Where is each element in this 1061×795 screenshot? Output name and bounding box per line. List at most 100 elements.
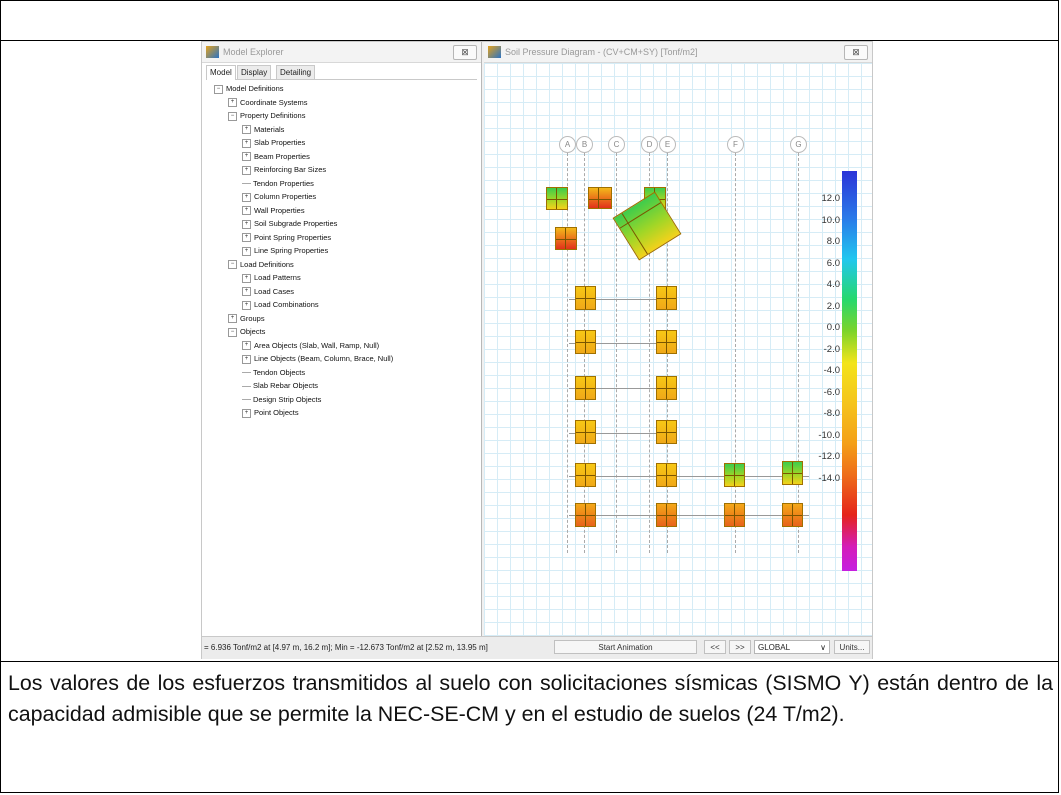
tree-node[interactable]: + Load Patterns	[242, 271, 301, 284]
footing[interactable]	[656, 503, 677, 527]
grid-bubble-e: E	[659, 136, 676, 153]
tree-node-label: Reinforcing Bar Sizes	[254, 165, 327, 174]
tree-node[interactable]: + Line Spring Properties	[242, 244, 328, 257]
tree-node[interactable]: + Groups	[228, 312, 265, 325]
plot-area[interactable]: A B C D E F G	[484, 63, 872, 636]
tree-node[interactable]: + Beam Properties	[242, 150, 310, 163]
expand-icon[interactable]: +	[228, 98, 237, 108]
tree-node-label: Line Objects (Beam, Column, Brace, Null)	[254, 354, 394, 363]
tree-node[interactable]: + Wall Properties	[242, 204, 305, 217]
tree-node-label: Model Definitions	[226, 84, 284, 93]
diagram-title: Soil Pressure Diagram - (CV+CM+SY) [Tonf…	[505, 47, 698, 57]
footing[interactable]	[555, 227, 577, 250]
footing[interactable]	[656, 420, 677, 444]
pressure-min-max-readout: = 6.936 Tonf/m2 at [4.97 m, 16.2 m]; Min…	[204, 643, 488, 652]
expand-icon[interactable]: +	[242, 341, 251, 351]
footing[interactable]	[656, 376, 677, 400]
tree-node-label: Line Spring Properties	[254, 246, 329, 255]
table-row-divider	[1, 40, 1058, 41]
footing[interactable]	[782, 503, 803, 527]
footing[interactable]	[588, 187, 612, 209]
expand-icon[interactable]: +	[228, 314, 237, 324]
expand-icon[interactable]: +	[242, 192, 251, 202]
footing[interactable]	[656, 286, 677, 310]
collapse-icon[interactable]: −	[228, 260, 237, 270]
close-button[interactable]: ⊠	[844, 45, 868, 60]
footing[interactable]	[575, 286, 596, 310]
tree-node[interactable]: + Coordinate Systems	[228, 96, 308, 109]
colorbar-tick-label: -2.0	[823, 343, 840, 355]
tree-node[interactable]: + Point Objects	[242, 406, 299, 419]
tree-node-label: Load Combinations	[254, 300, 319, 309]
table-row-divider	[1, 661, 1058, 662]
footing[interactable]	[782, 461, 803, 485]
footing[interactable]	[546, 187, 568, 210]
close-button[interactable]: ⊠	[453, 45, 477, 60]
grid-line-f	[735, 153, 736, 553]
tree-node[interactable]: + Reinforcing Bar Sizes	[242, 163, 326, 176]
footing[interactable]	[575, 503, 596, 527]
beam-line	[569, 343, 669, 344]
tab-model[interactable]: Model	[206, 65, 236, 80]
tree-node[interactable]: + Area Objects (Slab, Wall, Ramp, Null)	[242, 339, 379, 352]
expand-icon[interactable]: +	[242, 408, 251, 418]
tree-node[interactable]: + Column Properties	[242, 190, 316, 203]
footing[interactable]	[575, 330, 596, 354]
tree-node[interactable]: + Slab Properties	[242, 136, 305, 149]
expand-icon[interactable]: +	[242, 287, 251, 297]
expand-icon[interactable]: +	[242, 354, 251, 364]
previous-button[interactable]: <<	[704, 640, 726, 654]
tree-connector	[242, 372, 251, 374]
units-button[interactable]: Units...	[834, 640, 870, 654]
collapse-icon[interactable]: −	[228, 327, 237, 337]
colorbar-tick-label: 0.0	[826, 322, 840, 333]
tree-node[interactable]: − Objects	[228, 325, 265, 338]
footing[interactable]	[656, 330, 677, 354]
start-animation-button[interactable]: Start Animation	[554, 640, 697, 654]
expand-icon[interactable]: +	[242, 125, 251, 135]
collapse-icon[interactable]: −	[228, 111, 237, 121]
collapse-icon[interactable]: −	[214, 84, 223, 94]
tab-detailing[interactable]: Detailing	[276, 65, 316, 79]
next-button[interactable]: >>	[729, 640, 751, 654]
grid-bubble-g: G	[790, 136, 807, 153]
footing[interactable]	[575, 376, 596, 400]
expand-icon[interactable]: +	[242, 246, 251, 256]
tree-node[interactable]: + Point Spring Properties	[242, 231, 331, 244]
tree-connector	[242, 385, 251, 387]
tree-node[interactable]: − Model Definitions	[214, 82, 284, 95]
tree-node[interactable]: − Load Definitions	[228, 258, 294, 271]
tab-display[interactable]: Display	[237, 65, 272, 79]
expand-icon[interactable]: +	[242, 206, 251, 216]
tree-node[interactable]: Tendon Properties	[242, 177, 314, 190]
footing[interactable]	[575, 420, 596, 444]
expand-icon[interactable]: +	[242, 273, 251, 283]
model-explorer-panel: Model Explorer ⊠ Model Display Detailing…	[202, 42, 482, 636]
expand-icon[interactable]: +	[242, 165, 251, 175]
tree-node[interactable]: − Property Definitions	[228, 109, 305, 122]
colorbar-tick-label: 2.0	[826, 300, 840, 312]
coordinate-system-value: GLOBAL	[758, 643, 791, 652]
tree-connector	[242, 183, 251, 185]
pressure-colorbar	[842, 171, 857, 571]
expand-icon[interactable]: +	[242, 300, 251, 310]
footing[interactable]	[724, 503, 745, 527]
expand-icon[interactable]: +	[242, 233, 251, 243]
tree-node[interactable]: + Soil Subgrade Properties	[242, 217, 337, 230]
expand-icon[interactable]: +	[242, 138, 251, 148]
tree-node[interactable]: Design Strip Objects	[242, 393, 321, 406]
footing[interactable]	[724, 463, 745, 487]
coordinate-system-select[interactable]: GLOBAL ∨	[754, 640, 830, 654]
footing[interactable]	[656, 463, 677, 487]
tree-node[interactable]: + Load Combinations	[242, 298, 319, 311]
tree-node[interactable]: + Load Cases	[242, 285, 294, 298]
tree-node[interactable]: Slab Rebar Objects	[242, 379, 318, 392]
footing[interactable]	[575, 463, 596, 487]
tree-node[interactable]: + Materials	[242, 123, 284, 136]
tree-node[interactable]: Tendon Objects	[242, 366, 305, 379]
tree-node-label: Soil Subgrade Properties	[254, 219, 338, 228]
tree-node[interactable]: + Line Objects (Beam, Column, Brace, Null…	[242, 352, 393, 365]
expand-icon[interactable]: +	[242, 152, 251, 162]
tree-node-label: Tendon Objects	[253, 367, 306, 377]
expand-icon[interactable]: +	[242, 219, 251, 229]
